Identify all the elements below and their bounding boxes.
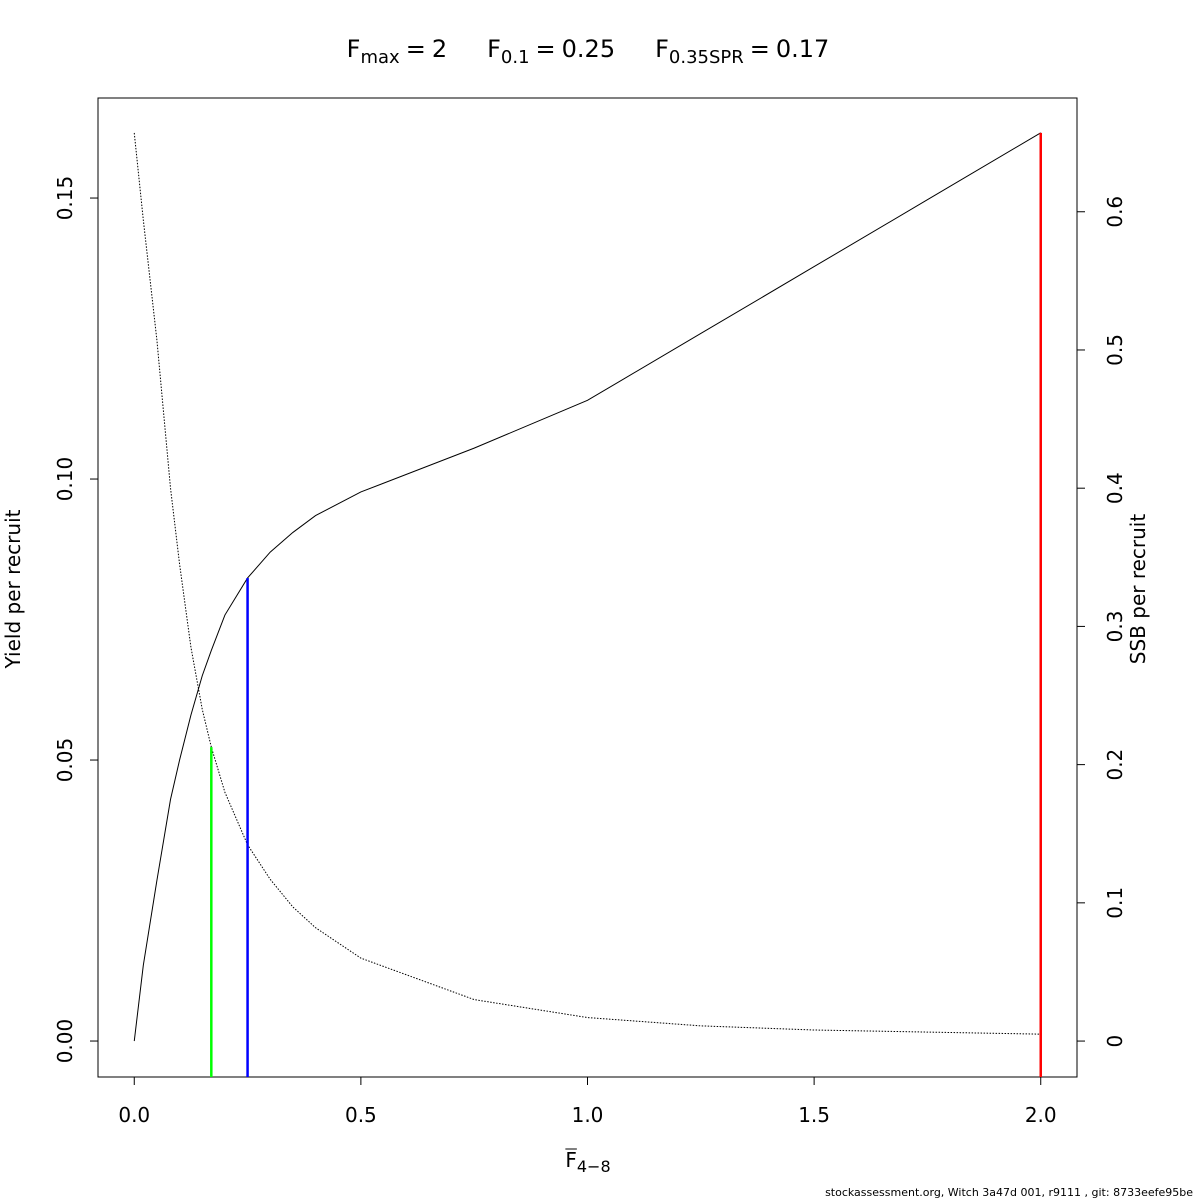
title-relation: = xyxy=(750,35,770,63)
series-line xyxy=(133,132,1041,1042)
y2-tick-label: 0.6 xyxy=(1103,196,1127,228)
x-axis-label: F4−8 xyxy=(565,1148,611,1176)
series-line xyxy=(133,132,1041,1035)
plot-frame xyxy=(97,97,1078,1078)
y2-tick-label: 0.1 xyxy=(1103,887,1127,919)
title-symbol: F xyxy=(655,35,669,63)
title-subscript: 0.1 xyxy=(501,47,530,68)
title-value: 0.25 xyxy=(562,35,615,63)
y2-axis-label: SSB per recruit xyxy=(1126,514,1150,665)
y2-tick-label: 0.4 xyxy=(1103,472,1127,504)
x-tick-label: 0.0 xyxy=(118,1103,150,1127)
title-relation: = xyxy=(536,35,556,63)
title-symbol: F xyxy=(487,35,501,63)
x-label-subscript: 4−8 xyxy=(577,1157,611,1176)
title-value: 0.17 xyxy=(776,35,829,63)
x-tick-label: 2.0 xyxy=(1025,1103,1057,1127)
x-tick-label: 1.5 xyxy=(798,1103,830,1127)
y-tick-label: 0.15 xyxy=(53,176,77,221)
x-label-symbol: F xyxy=(565,1148,577,1172)
x-tick-label: 0.5 xyxy=(345,1103,377,1127)
y2-tick-label: 0 xyxy=(1103,1035,1127,1048)
y-tick-label: 0.00 xyxy=(53,1019,77,1064)
y2-tick-label: 0.3 xyxy=(1103,611,1127,643)
y-axis-label: Yield per recruit xyxy=(1,509,25,669)
footer: stockassessment.org, Witch 3a47d 001, r9… xyxy=(825,1186,1193,1199)
y2-tick-label: 0.2 xyxy=(1103,749,1127,781)
y-tick-label: 0.10 xyxy=(53,457,77,502)
title-relation: = xyxy=(406,35,426,63)
title-value: 2 xyxy=(432,35,447,63)
title-text: Fmax = 2 F0.1 = 0.25 F0.35SPR = 0.17 xyxy=(347,35,830,68)
y-tick-label: 0.05 xyxy=(53,738,77,783)
x-label-text: F4−8 xyxy=(565,1148,610,1176)
title-symbol: F xyxy=(347,35,361,63)
y2-tick-label: 0.5 xyxy=(1103,334,1127,366)
x-tick-label: 1.0 xyxy=(572,1103,604,1127)
title: Fmax = 2 F0.1 = 0.25 F0.35SPR = 0.17 xyxy=(347,35,830,68)
title-subscript: max xyxy=(360,47,400,68)
title-subscript: 0.35SPR xyxy=(669,47,744,68)
